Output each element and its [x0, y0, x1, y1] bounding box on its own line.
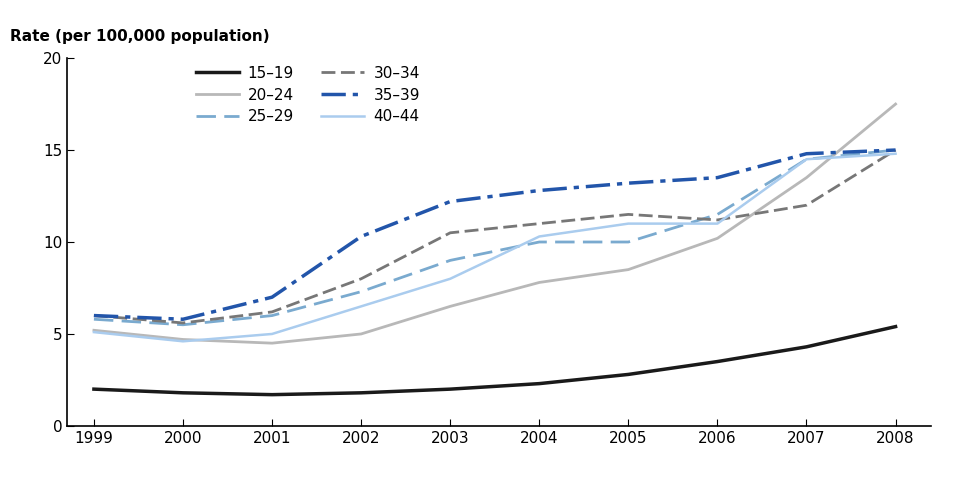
Text: Rate (per 100,000 population): Rate (per 100,000 population) — [10, 29, 269, 44]
Legend: 15–19, 20–24, 25–29, 30–34, 35–39, 40–44: 15–19, 20–24, 25–29, 30–34, 35–39, 40–44 — [196, 66, 420, 124]
